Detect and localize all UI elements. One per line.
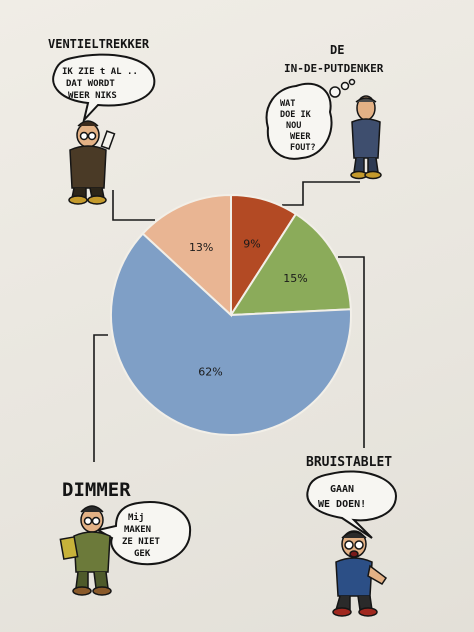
- dimmer-bubble-line-1: Mij: [128, 512, 144, 523]
- dimmer-figure: [59, 505, 112, 596]
- speech-bubble: [95, 501, 192, 566]
- put-denker-bubble-line-4: WEER: [290, 132, 311, 142]
- put-denker-bubble-line-2: DOE IK: [280, 110, 312, 120]
- ventieltrekker-title: VENTIELTREKKER: [48, 37, 150, 51]
- put-denker-title-line-2: IN-DE-PUTDENKER: [284, 62, 384, 75]
- bruistablet-title: BRUISTABLET: [306, 455, 392, 470]
- put-denker-bubble-line-3: NOU: [286, 121, 301, 131]
- thought-dots: [329, 78, 356, 98]
- pie-label-2: 62%: [198, 365, 222, 378]
- pie-slice-dimmer: [110, 232, 352, 436]
- put-denker-group: DE IN-DE-PUTDENKER WAT DOE IK NOU WEER F…: [265, 43, 384, 180]
- dimmer-bubble-line-4: GEK: [134, 549, 151, 559]
- pie-label-1: 15%: [283, 272, 307, 285]
- put-denker-bubble-line-1: WAT: [280, 99, 295, 109]
- connector-dimmer: [93, 334, 108, 462]
- ventieltrekker-group: VENTIELTREKKER IK ZIE t AL .. DAT WORDT …: [48, 37, 156, 205]
- bruistablet-group: BRUISTABLET GAAN WE DOEN!: [306, 455, 398, 617]
- connector-put-denker: [282, 181, 360, 206]
- ventieltrekker-figure: [68, 120, 116, 205]
- ventieltrekker-bubble-line-2: DAT WORDT: [66, 79, 115, 89]
- pie-slice-de-in-de-put-denker: [229, 212, 352, 317]
- bruistablet-figure: [332, 530, 388, 617]
- speech-bubble: [306, 470, 398, 539]
- put-denker-title-line-1: DE: [330, 43, 344, 57]
- connector-lines: [93, 181, 365, 462]
- put-denker-bubble-line-5: FOUT?: [290, 143, 316, 153]
- speech-bubble: [52, 53, 156, 124]
- thought-bubble: [265, 82, 333, 160]
- pie-slice-ventieltrekker: [141, 193, 232, 318]
- pie-label-3: 13%: [189, 241, 213, 254]
- bruistablet-bubble-line-1: GAAN: [330, 484, 354, 495]
- ventieltrekker-bubble-line-1: IK ZIE t AL ..: [62, 67, 138, 77]
- dimmer-bubble-line-2: MAKEN: [124, 525, 151, 535]
- pie-chart: 9% 15% 62% 13%: [110, 193, 352, 436]
- connector-bruistablet: [338, 256, 365, 448]
- connector-ventieltrekker: [112, 190, 155, 221]
- pie-label-0: 9%: [243, 238, 260, 251]
- ventieltrekker-bubble-line-3: WEER NIKS: [68, 91, 117, 101]
- dimmer-group: DIMMER Mij MAKEN ZE NIET GEK: [59, 479, 192, 596]
- put-denker-figure: [350, 95, 382, 180]
- dimmer-bubble-line-3: ZE NIET: [122, 537, 161, 547]
- dimmer-title: DIMMER: [62, 479, 131, 501]
- bruistablet-bubble-line-2: WE DOEN!: [318, 499, 366, 510]
